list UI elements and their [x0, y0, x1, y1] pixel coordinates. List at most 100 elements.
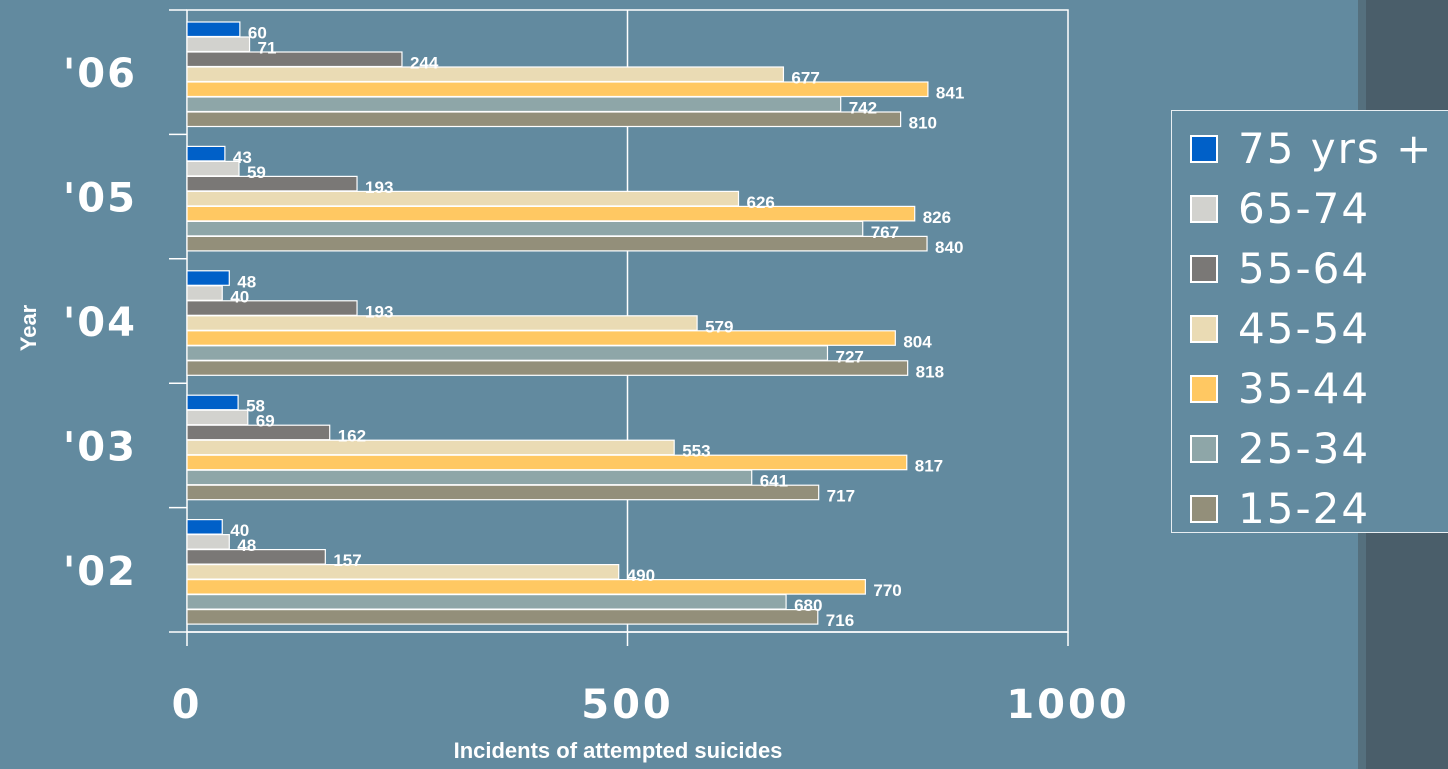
bar-value-label: 641	[760, 472, 788, 491]
bar	[186, 175, 358, 192]
bar-value-label: 60	[248, 24, 267, 43]
legend-label: 65-74	[1238, 184, 1371, 233]
bar-value-label: 818	[916, 362, 944, 381]
bar	[186, 409, 249, 426]
bar	[186, 315, 698, 331]
legend-swatch	[1190, 495, 1218, 523]
bar	[186, 439, 675, 456]
legend-swatch	[1190, 135, 1218, 163]
bar-value-label: 717	[827, 487, 855, 506]
legend-item: 15-24	[1190, 484, 1371, 533]
bar	[186, 394, 239, 411]
bar	[186, 96, 842, 113]
bar	[186, 235, 928, 252]
bar-value-label: 553	[682, 442, 710, 461]
legend-label: 15-24	[1238, 484, 1371, 533]
bar-value-label: 162	[338, 427, 366, 446]
legend-swatch	[1190, 255, 1218, 283]
bar	[186, 518, 223, 535]
bar-value-label: 244	[410, 54, 439, 73]
legend-item: 55-64	[1190, 244, 1371, 293]
bar	[186, 608, 819, 625]
bar	[186, 360, 909, 376]
y-category-label: '03	[63, 424, 137, 470]
bar	[186, 300, 358, 316]
bar	[186, 66, 785, 83]
legend-label: 45-54	[1238, 304, 1371, 353]
bar	[186, 51, 403, 68]
legend-label: 35-44	[1238, 364, 1371, 413]
bar	[186, 220, 864, 237]
bar-value-label: 579	[705, 317, 733, 336]
bar-value-label: 71	[258, 39, 277, 58]
bar-value-label: 193	[365, 302, 393, 321]
bar	[186, 145, 226, 162]
legend-label: 55-64	[1238, 244, 1371, 293]
legend-swatch	[1190, 315, 1218, 343]
legend-item: 35-44	[1190, 364, 1371, 413]
bar	[186, 578, 866, 595]
bar	[186, 345, 829, 361]
bar-value-label: 40	[230, 287, 249, 306]
bar-value-label: 48	[237, 272, 256, 291]
bar-value-label: 626	[747, 193, 775, 212]
bar-value-label: 680	[794, 596, 822, 615]
bar-value-label: 841	[936, 84, 964, 103]
bar-value-label: 193	[365, 178, 393, 197]
bar-value-label: 770	[873, 581, 901, 600]
bar-value-label: 40	[230, 521, 249, 540]
bar-value-label: 157	[333, 551, 361, 570]
bar	[186, 454, 908, 471]
bar-value-label: 69	[256, 412, 275, 431]
bar	[186, 330, 896, 346]
bar-value-label: 742	[849, 99, 877, 118]
legend-label: 75 yrs +	[1238, 124, 1434, 173]
bar-value-label: 59	[247, 163, 266, 182]
x-axis-title: Incidents of attempted suicides	[454, 738, 783, 763]
bar-value-label: 490	[627, 566, 655, 585]
bar-value-label: 826	[923, 208, 951, 227]
bar	[186, 593, 787, 610]
bar	[186, 533, 230, 550]
y-category-label: '05	[63, 176, 137, 222]
y-category-label: '04	[63, 300, 137, 346]
legend-item: 75 yrs +	[1190, 124, 1434, 173]
bar	[186, 21, 241, 38]
legend: 75 yrs + 65-74 55-64 45-54 35-44 25-34 15-24	[1171, 110, 1448, 533]
bar-layer	[186, 21, 929, 625]
bar	[186, 111, 902, 128]
y-axis-title: Year	[16, 304, 41, 351]
x-tick-label: 1000	[1006, 682, 1129, 728]
bar	[186, 36, 251, 53]
legend-item: 25-34	[1190, 428, 1370, 470]
bar-value-label: 767	[871, 223, 899, 242]
legend-swatch	[1190, 195, 1218, 223]
bar	[186, 563, 620, 580]
bar	[186, 160, 240, 177]
legend-item: 45-54	[1190, 304, 1371, 353]
bar-value-label: 810	[909, 114, 937, 133]
bar-value-label: 840	[935, 238, 963, 257]
y-category-label: '02	[63, 549, 137, 595]
bar-value-label: 716	[826, 611, 854, 630]
bar-value-label: 727	[835, 347, 863, 366]
bar-value-label: 48	[237, 536, 256, 555]
y-category-label: '06	[63, 51, 137, 97]
bar-value-label: 677	[791, 69, 819, 88]
bar	[186, 469, 753, 486]
legend-swatch	[1190, 375, 1218, 403]
bar	[186, 270, 230, 286]
bar	[186, 190, 740, 207]
legend-swatch	[1190, 435, 1218, 463]
bar-value-label: 43	[233, 148, 252, 167]
bar	[186, 484, 820, 501]
bar-value-label: 804	[903, 332, 932, 351]
x-tick-label: 500	[581, 682, 674, 728]
bar	[186, 285, 223, 301]
bar-value-label: 58	[246, 397, 265, 416]
x-tick-label: 0	[172, 682, 203, 728]
bar	[186, 205, 916, 222]
legend-item: 65-74	[1190, 184, 1371, 233]
